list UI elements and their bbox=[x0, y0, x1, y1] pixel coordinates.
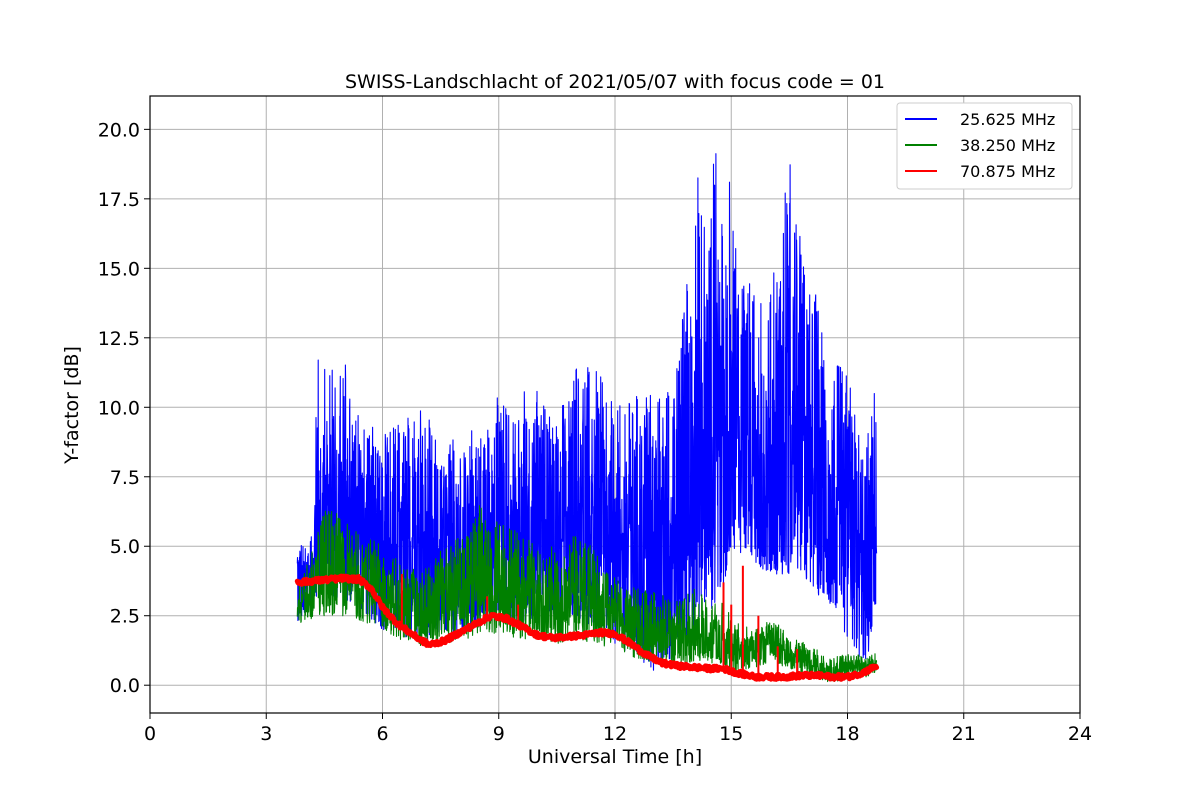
legend-label-series-1: 25.625 MHz bbox=[960, 110, 1055, 129]
plot-area bbox=[294, 153, 880, 683]
y-tick-label: 12.5 bbox=[98, 328, 140, 350]
legend-label-series-3: 70.875 MHz bbox=[960, 162, 1055, 181]
x-tick-label: 3 bbox=[260, 723, 272, 745]
chart-title: SWISS-Landschlacht of 2021/05/07 with fo… bbox=[345, 71, 885, 93]
legend: 25.625 MHz 38.250 MHz 70.875 MHz bbox=[896, 102, 1073, 190]
y-tick-label: 7.5 bbox=[110, 467, 140, 489]
y-tick-label: 5.0 bbox=[110, 536, 140, 558]
y-tick-label: 17.5 bbox=[98, 189, 140, 211]
x-axis: 0 3 6 9 12 15 18 21 24 bbox=[144, 713, 1092, 745]
legend-label-series-2: 38.250 MHz bbox=[960, 136, 1055, 155]
y-axis-label: Y-factor [dB] bbox=[61, 346, 83, 465]
x-tick-label: 12 bbox=[603, 723, 627, 745]
plot-series bbox=[294, 153, 880, 683]
x-tick-label: 24 bbox=[1068, 723, 1092, 745]
series-line-3 bbox=[294, 573, 880, 682]
series-line-1 bbox=[296, 153, 878, 671]
y-tick-label: 10.0 bbox=[98, 397, 140, 419]
x-tick-label: 15 bbox=[719, 723, 743, 745]
y-tick-label: 20.0 bbox=[98, 119, 140, 141]
x-tick-label: 6 bbox=[376, 723, 388, 745]
x-tick-label: 9 bbox=[493, 723, 505, 745]
y-axis: 0.0 2.5 5.0 7.5 10.0 12.5 15.0 17.5 20.0 bbox=[98, 119, 150, 697]
y-tick-label: 0.0 bbox=[110, 675, 140, 697]
series-line-2 bbox=[296, 505, 878, 683]
x-tick-label: 18 bbox=[835, 723, 859, 745]
x-tick-label: 21 bbox=[952, 723, 976, 745]
x-axis-label: Universal Time [h] bbox=[528, 746, 702, 768]
legend-box bbox=[896, 102, 1073, 190]
x-tick-label: 0 bbox=[144, 723, 156, 745]
y-tick-label: 15.0 bbox=[98, 258, 140, 280]
y-tick-label: 2.5 bbox=[110, 606, 140, 628]
